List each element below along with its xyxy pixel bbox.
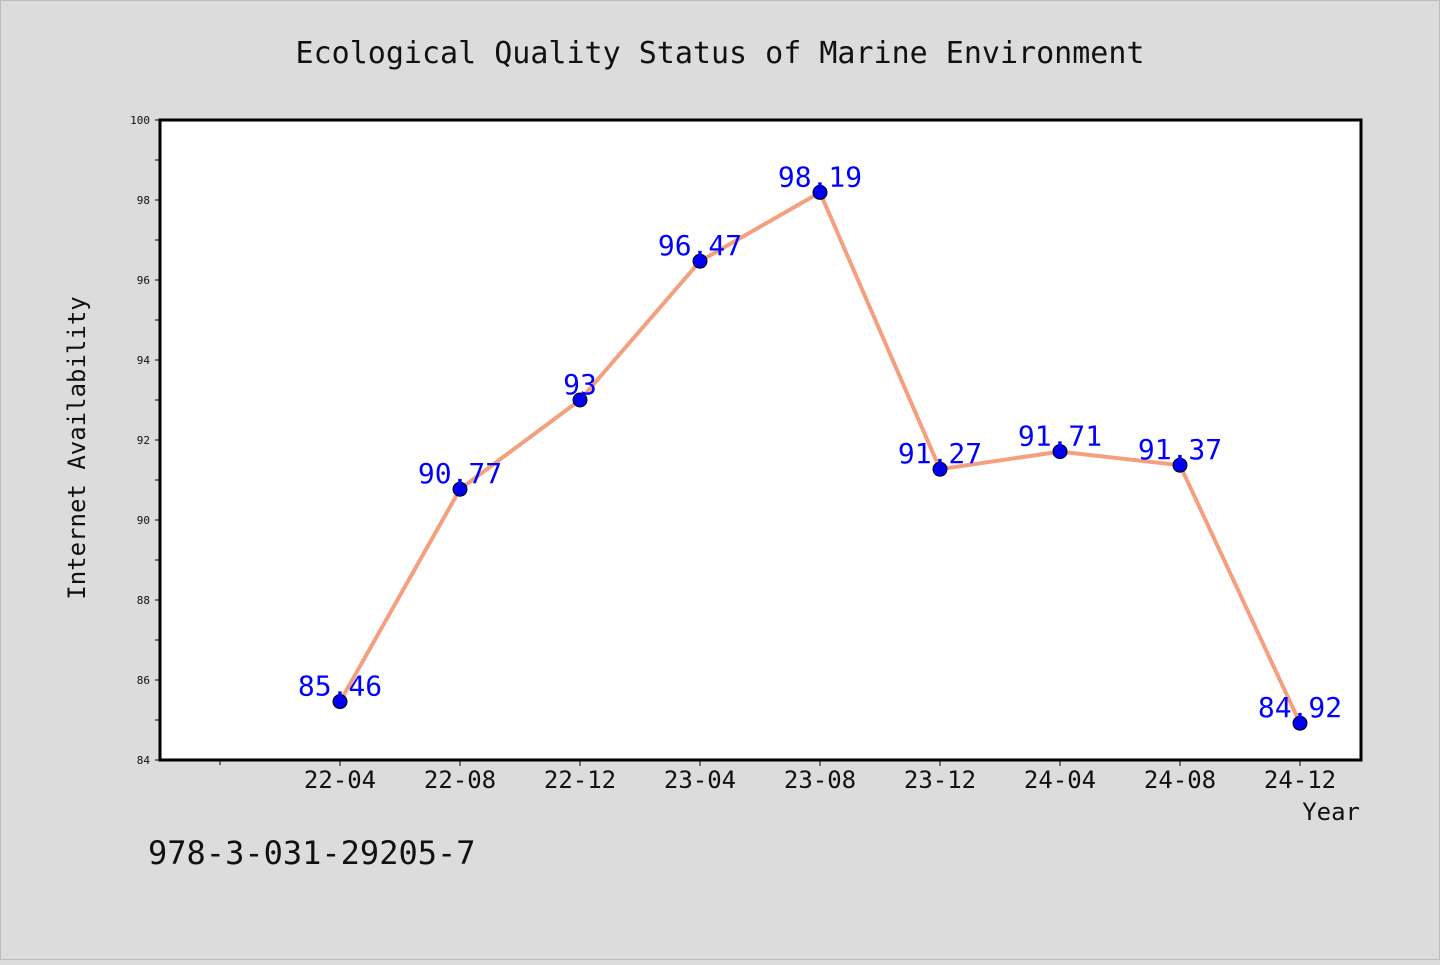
- data-labels: 85.46 90.77 93 96.47 98.19 91.27 91.71 91.37 84.…: [298, 160, 1342, 724]
- series-line-group: [332, 184, 1308, 731]
- data-point: [332, 694, 348, 710]
- y-tick-label: 94: [137, 354, 151, 367]
- data-point: [692, 253, 708, 269]
- y-tick-label: 96: [137, 274, 150, 287]
- x-tick-label: 22-08: [424, 766, 496, 794]
- y-tick-label: 100: [130, 114, 150, 127]
- data-point: [932, 461, 948, 477]
- data-point: [1292, 715, 1308, 731]
- data-label: 85.46: [298, 670, 382, 703]
- data-label: 84.92: [1258, 691, 1342, 724]
- data-label: 90.77: [418, 457, 502, 490]
- x-tick-label: 23-12: [904, 766, 976, 794]
- y-tick-label: 98: [137, 194, 150, 207]
- x-tick-label: 24-12: [1264, 766, 1336, 794]
- y-tick-label: 84: [137, 754, 151, 767]
- y-tick-label: 92: [137, 434, 150, 447]
- data-point: [572, 392, 588, 408]
- data-label: 93: [563, 368, 597, 401]
- x-tick-label: 23-08: [784, 766, 856, 794]
- y-tick-label: 86: [137, 674, 150, 687]
- data-label: 91.71: [1018, 420, 1102, 453]
- x-axis-label: Year: [1302, 798, 1360, 826]
- data-label: 98.19: [778, 160, 862, 193]
- data-point: [452, 481, 468, 497]
- x-tick-label: 23-04: [664, 766, 736, 794]
- data-label: 91.37: [1138, 433, 1222, 466]
- y-tick-label: 88: [137, 594, 150, 607]
- data-point: [1052, 444, 1068, 460]
- isbn-text: 978-3-031-29205-7: [148, 834, 476, 872]
- data-point: [812, 184, 828, 200]
- x-tick-label: 22-04: [304, 766, 376, 794]
- x-axis: 22-04 22-08 22-12 23-04 23-08 23-12 24-04 24-08…: [219, 760, 1336, 794]
- chart-title: Ecological Quality Status of Marine Envi…: [296, 36, 1145, 71]
- data-point: [1172, 457, 1188, 473]
- y-axis: 84 86 88 90 92 94 96 98 100: [130, 114, 160, 767]
- y-axis-label: Internet Availability: [63, 296, 91, 599]
- y-tick-label: 90: [137, 514, 150, 527]
- data-label: 96.47: [658, 229, 742, 262]
- x-tick-label: 22-12: [544, 766, 616, 794]
- data-label: 91.27: [898, 437, 982, 470]
- x-tick-label: 24-08: [1144, 766, 1216, 794]
- x-tick-label: 24-04: [1024, 766, 1096, 794]
